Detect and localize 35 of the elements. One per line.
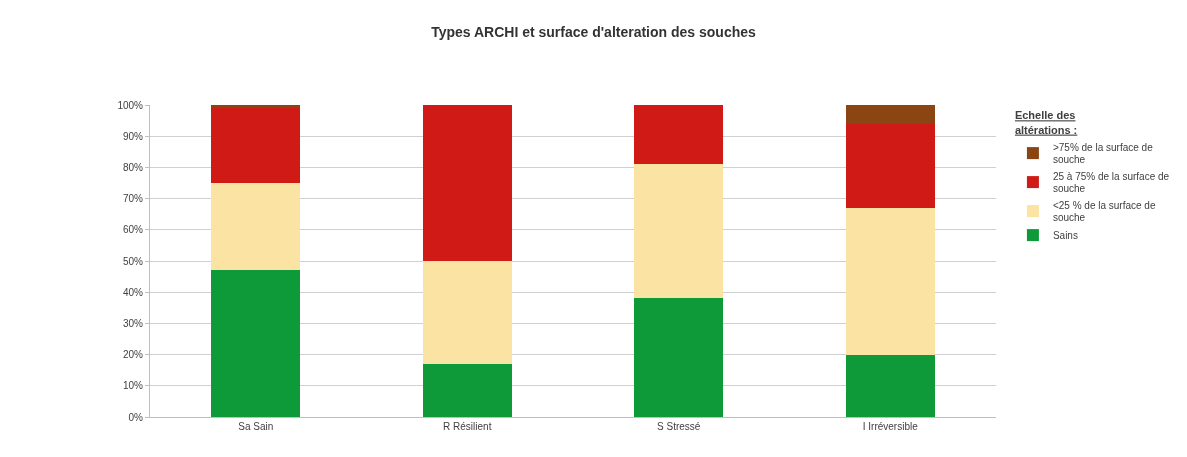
y-tick-label: 50%: [122, 255, 144, 267]
y-tick-label: 0%: [128, 411, 144, 423]
bar: [845, 123, 935, 208]
x-tick-label: S Stressé: [657, 421, 701, 432]
bar: [422, 363, 512, 417]
bar: [634, 105, 724, 165]
legend-title: Echelle des altérations :: [1014, 109, 1078, 136]
bar: [422, 261, 512, 364]
legend-label: >75% de la surface de souche: [1052, 141, 1154, 166]
bar: [422, 105, 512, 261]
bar: [845, 105, 935, 124]
legend-label: <25 % de la surface de souche: [1052, 199, 1156, 224]
bar: [211, 105, 301, 109]
y-tick-label: 20%: [122, 349, 144, 361]
chart-title: Types ARCHI et surface d'alteration des souches: [431, 24, 757, 41]
y-tick-label: 90%: [122, 130, 144, 142]
y-tick-label: 30%: [122, 317, 144, 329]
bar: [211, 270, 301, 417]
bar: [634, 298, 724, 417]
y-tick-label: 10%: [122, 380, 144, 392]
y-tick-label: 70%: [122, 193, 144, 205]
y-tick-label: 60%: [122, 224, 144, 236]
legend-label: 25 à 75% de la surface de souche: [1052, 170, 1170, 195]
x-tick-label: R Résilient: [443, 421, 492, 432]
y-tick-label: 100%: [117, 99, 144, 111]
bar: [845, 354, 935, 417]
x-tick-label: Sa Sain: [238, 421, 274, 432]
x-tick-label: I Irréversible: [862, 421, 919, 432]
bar: [211, 183, 301, 271]
bar: [211, 108, 301, 183]
legend-label: Sains: [1052, 230, 1078, 241]
bar: [634, 164, 724, 299]
bar: [845, 207, 935, 355]
y-tick-label: 80%: [122, 161, 144, 173]
y-tick-label: 40%: [122, 286, 144, 298]
